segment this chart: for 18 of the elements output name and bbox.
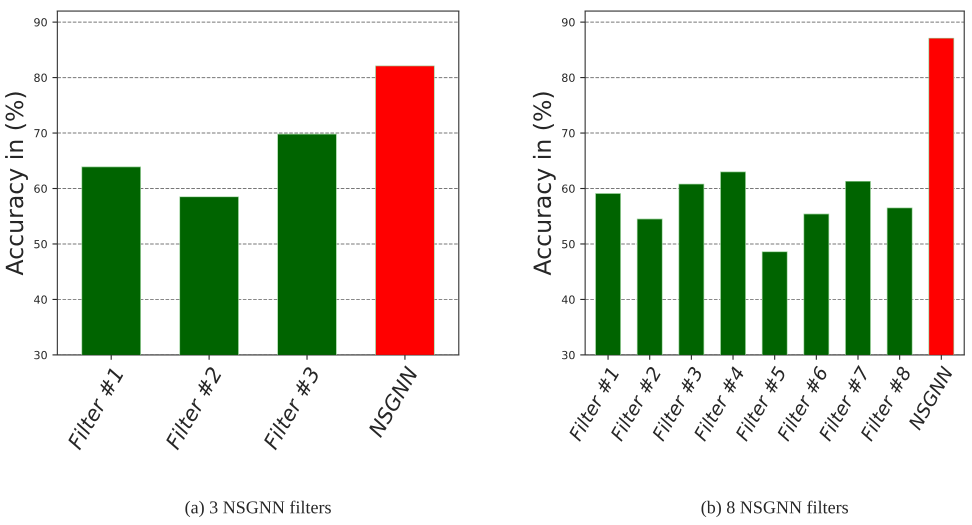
- y-tick-label: 30: [562, 350, 575, 360]
- text: (a) 3 NSGNN filters: [185, 500, 331, 518]
- y-tick-label: 70: [34, 129, 47, 138]
- y-tick-label: 40: [34, 295, 47, 304]
- y-axis-title: Accuracy in (%): [532, 92, 556, 276]
- y-tick-label: 70: [562, 129, 575, 138]
- y-tick-label: 60: [562, 184, 575, 193]
- y-tick-label: 90: [34, 18, 47, 26]
- y-tick-label: 50: [562, 240, 575, 248]
- y-tick-label: 40: [562, 295, 575, 304]
- text: (b) 8 NSGNN filters: [702, 500, 848, 518]
- y-tick-label: 80: [562, 74, 575, 82]
- y-tick-label: 30: [34, 350, 47, 360]
- y-tick-label: 60: [34, 184, 47, 193]
- y-tick-label: 50: [34, 240, 47, 248]
- y-tick-label: 80: [34, 74, 47, 82]
- y-axis-title: Accuracy in (%): [5, 92, 28, 276]
- y-tick-label: 90: [562, 18, 575, 26]
